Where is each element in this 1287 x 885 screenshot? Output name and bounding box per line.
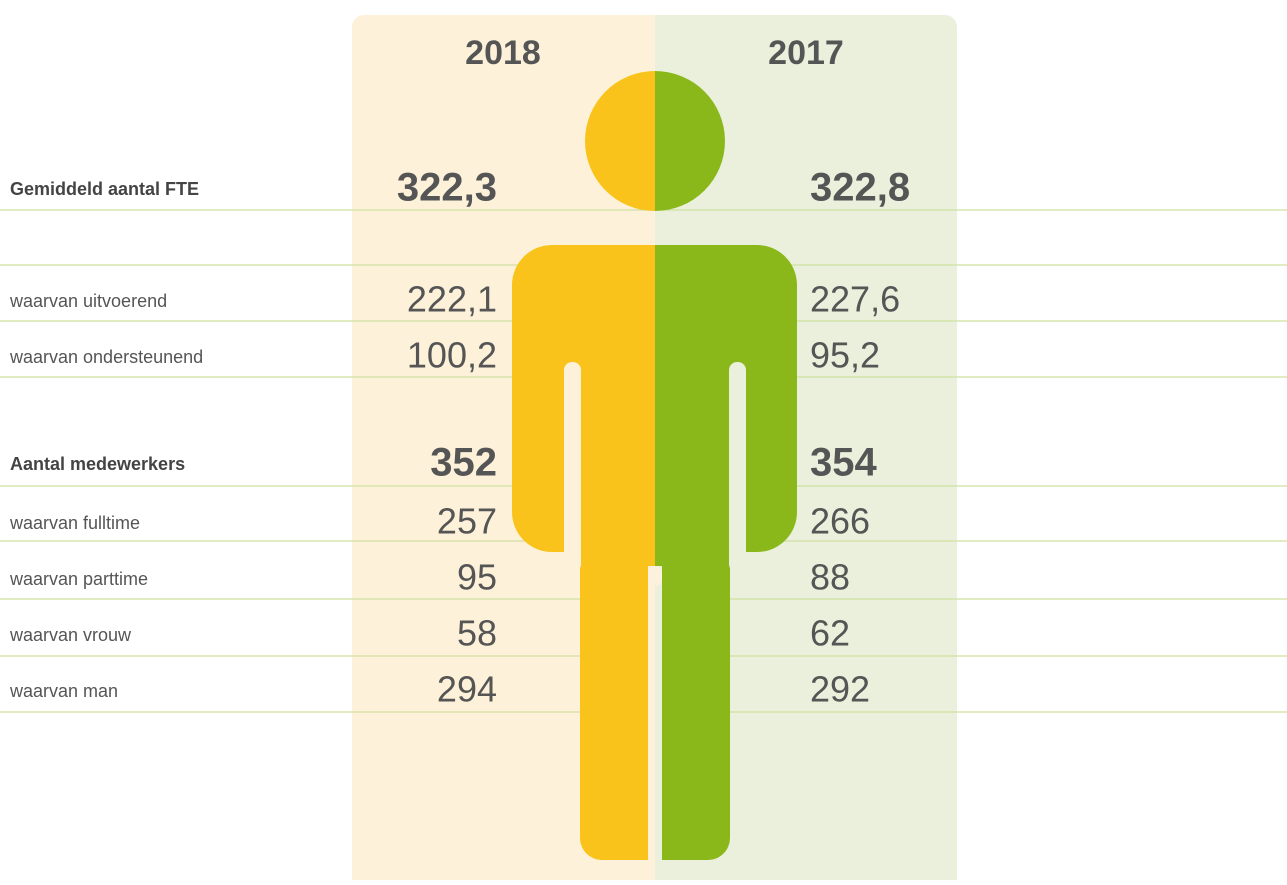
row-label: waarvan parttime — [9, 569, 148, 589]
row-label: Aantal medewerkers — [10, 454, 185, 474]
value-2017: 88 — [810, 557, 850, 598]
leg-gap-top — [648, 566, 662, 586]
column-header: 2018 — [465, 34, 541, 72]
leg-gap — [648, 566, 655, 885]
value-2017: 292 — [810, 669, 870, 710]
arm-gap — [564, 362, 581, 572]
value-2017: 227,6 — [810, 279, 900, 320]
value-2017: 62 — [810, 613, 850, 654]
row-label: Gemiddeld aantal FTE — [10, 179, 199, 199]
value-2018: 322,3 — [397, 166, 497, 210]
value-2018: 294 — [437, 669, 497, 710]
row-label: waarvan vrouw — [9, 625, 132, 645]
leg-gap — [655, 566, 662, 885]
value-2017: 322,8 — [810, 166, 910, 210]
column-bg-2018 — [352, 15, 655, 880]
row-label: waarvan uitvoerend — [9, 291, 167, 311]
value-2017: 266 — [810, 501, 870, 542]
value-2018: 95 — [457, 557, 497, 598]
value-2018: 58 — [457, 613, 497, 654]
arm-gap — [729, 362, 746, 572]
row-label: waarvan ondersteunend — [9, 347, 203, 367]
column-bg-2017 — [655, 15, 957, 880]
value-2017: 354 — [810, 441, 877, 485]
value-2017: 95,2 — [810, 335, 880, 376]
value-2018: 257 — [437, 501, 497, 542]
value-2018: 222,1 — [407, 279, 497, 320]
column-header: 2017 — [768, 34, 844, 72]
row-label: waarvan fulltime — [9, 513, 140, 533]
row-label: waarvan man — [9, 681, 118, 701]
value-2018: 100,2 — [407, 335, 497, 376]
value-2018: 352 — [430, 441, 497, 485]
